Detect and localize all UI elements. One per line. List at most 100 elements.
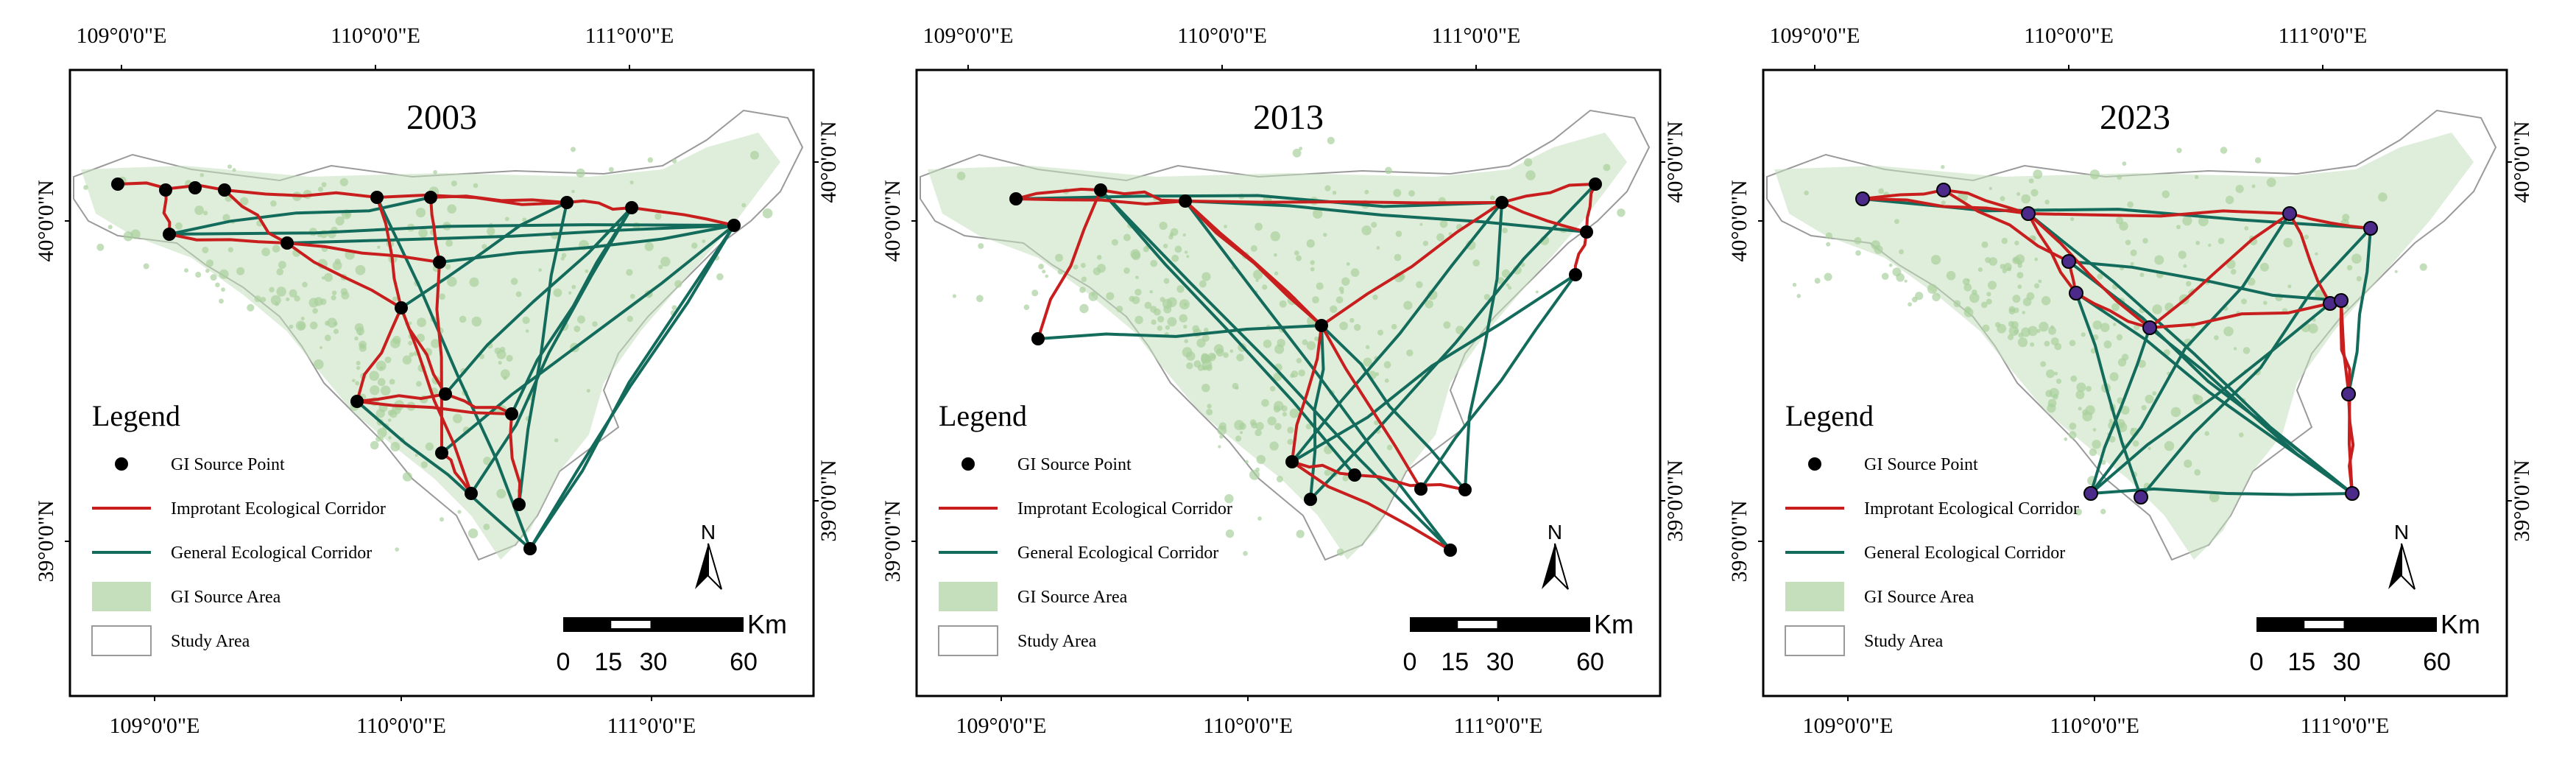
gi-source-area-patch <box>1535 290 1539 294</box>
general-ecological-corridor <box>2089 302 2332 495</box>
gi-source-area-patch <box>143 263 149 270</box>
gi-source-area-patch <box>2092 440 2101 449</box>
gi-source-area-patch <box>184 268 188 273</box>
gi-source-area-patch <box>2120 406 2130 415</box>
gi-source-area-patch <box>195 272 202 278</box>
gi-source-area-patch <box>219 269 229 279</box>
gi-source-area-patch <box>498 360 502 365</box>
gi-source-area-patch <box>1969 292 1980 303</box>
gi-source-area-patch <box>2141 405 2147 411</box>
gi-source-area-texture <box>952 136 1626 556</box>
gi-source-area-patch <box>952 294 956 298</box>
gi-source-area-patch <box>2223 326 2234 337</box>
gi-source-area-patch <box>1236 354 1244 362</box>
legend-boundary-swatch <box>91 625 152 656</box>
gi-source-area-patch <box>1249 469 1260 480</box>
gi-source-area-patch <box>1375 372 1380 376</box>
gi-source-area-patch <box>586 389 590 393</box>
gi-source-area-patch <box>416 381 422 387</box>
gi-source-area-patch <box>314 359 324 370</box>
gi-source-area-patch <box>270 295 281 306</box>
gi-source-area-patch <box>2038 279 2042 284</box>
gi-source-area-patch <box>1243 551 1248 556</box>
gi-source-area-patch <box>309 321 318 330</box>
gi-source-area-patch <box>317 186 323 192</box>
gi-source-area-patch <box>2078 407 2082 411</box>
gi-source-area-patch <box>2008 308 2016 315</box>
gi-source-area-patch <box>2378 192 2388 202</box>
gi-source-area-patch <box>2239 432 2244 437</box>
general-ecological-corridor <box>444 206 633 395</box>
gi-source-area-patch <box>2109 435 2116 443</box>
gi-source-area-patch <box>1874 245 1883 254</box>
gi-source-area-patch <box>1167 297 1177 308</box>
left-tick-label: 40°0'0"N <box>34 180 58 261</box>
gi-source-area-patch <box>447 276 457 287</box>
gi-source-area-patch <box>239 197 249 206</box>
gi-source-area-patch <box>415 208 426 218</box>
gi-source-area-patch <box>270 200 277 207</box>
gi-source-area-patch <box>627 315 633 323</box>
gi-source-area-patch <box>356 365 361 370</box>
gi-source-area-patch <box>2047 404 2056 413</box>
gi-source-area-patch <box>1310 260 1315 265</box>
gi-source-area-patch <box>1327 136 1335 144</box>
gi-source-area-patch <box>341 291 350 300</box>
gi-source-area-patch <box>1524 158 1533 166</box>
gi-source-area-patch <box>1270 386 1276 392</box>
gi-source-area-patch <box>320 298 327 305</box>
gi-source-area-patch <box>1501 269 1511 278</box>
general-ecological-corridor <box>1419 273 1577 490</box>
gi-source-area-patch <box>377 428 387 438</box>
top-tick-label: 109°0'0"E <box>77 24 167 48</box>
gi-source-area-patch <box>1149 290 1153 294</box>
north-arrow-label: N <box>701 521 716 544</box>
gi-source-area-patch <box>654 213 662 220</box>
gi-source-area-patch <box>2069 340 2076 347</box>
gi-source-area-patch <box>1269 441 1279 451</box>
left-tick-label: 40°0'0"N <box>1727 180 1751 261</box>
gi-source-area-patch <box>2242 347 2251 354</box>
gi-source-area-patch <box>471 316 482 327</box>
scale-bar <box>1410 617 1590 632</box>
gi-source-area-patch <box>1111 239 1118 246</box>
gi-source-area-patch <box>1151 319 1157 325</box>
gi-source-area-patch <box>2154 255 2164 265</box>
gi-source-point <box>1458 483 1472 496</box>
gi-source-area-patch <box>1079 303 1089 314</box>
map-panel-2003: 109°0'0"E 110°0'0"E 111°0'0"E 109°0'0"E 110°… <box>34 24 841 738</box>
gi-source-area-patch <box>2351 253 2362 264</box>
legend-area-swatch <box>1785 582 1844 611</box>
gi-source-area-patch <box>333 328 339 334</box>
gi-source-area-patch <box>522 316 530 324</box>
gi-source-area-patch <box>1306 341 1316 351</box>
gi-source-area-patch <box>1144 301 1152 309</box>
gi-source-area-patch <box>2070 375 2078 382</box>
gi-source-area-patch <box>1932 292 1941 301</box>
gi-source-area-patch <box>1253 270 1263 280</box>
gi-source-area-patch <box>1196 338 1206 348</box>
gi-source-area-patch <box>496 488 507 499</box>
gi-source-area-patch <box>1989 186 1992 191</box>
bottom-tick-label: 111°0'0"E <box>1454 714 1543 738</box>
gi-source-area-patch <box>247 303 255 312</box>
gi-source-area-patch <box>671 158 677 164</box>
gi-source-area-patch <box>1135 315 1143 325</box>
gi-source-area-patch <box>1986 292 1991 297</box>
gi-source-area-patch <box>2041 296 2051 306</box>
gi-source-area-patch <box>2000 264 2005 270</box>
gi-source-area-patch <box>487 227 495 236</box>
gi-source-area-patch <box>1339 321 1348 331</box>
gi-source-area-patch <box>1316 282 1324 290</box>
gi-source-area-patch <box>1394 253 1402 261</box>
gi-source-area-patch <box>1296 357 1302 364</box>
gi-source-area-patch <box>1182 233 1186 237</box>
gi-source-area-patch <box>2089 169 2100 180</box>
gi-source-area-patch <box>2016 272 2024 279</box>
gi-source-point <box>1179 194 1192 208</box>
gi-source-area-patch <box>1096 255 1102 260</box>
gi-source-area-patch <box>1941 165 1945 169</box>
gi-source-area-patch <box>1946 270 1956 281</box>
bottom-tick-label: 109°0'0"E <box>1803 714 1894 738</box>
gi-source-area-patch <box>1257 516 1262 521</box>
